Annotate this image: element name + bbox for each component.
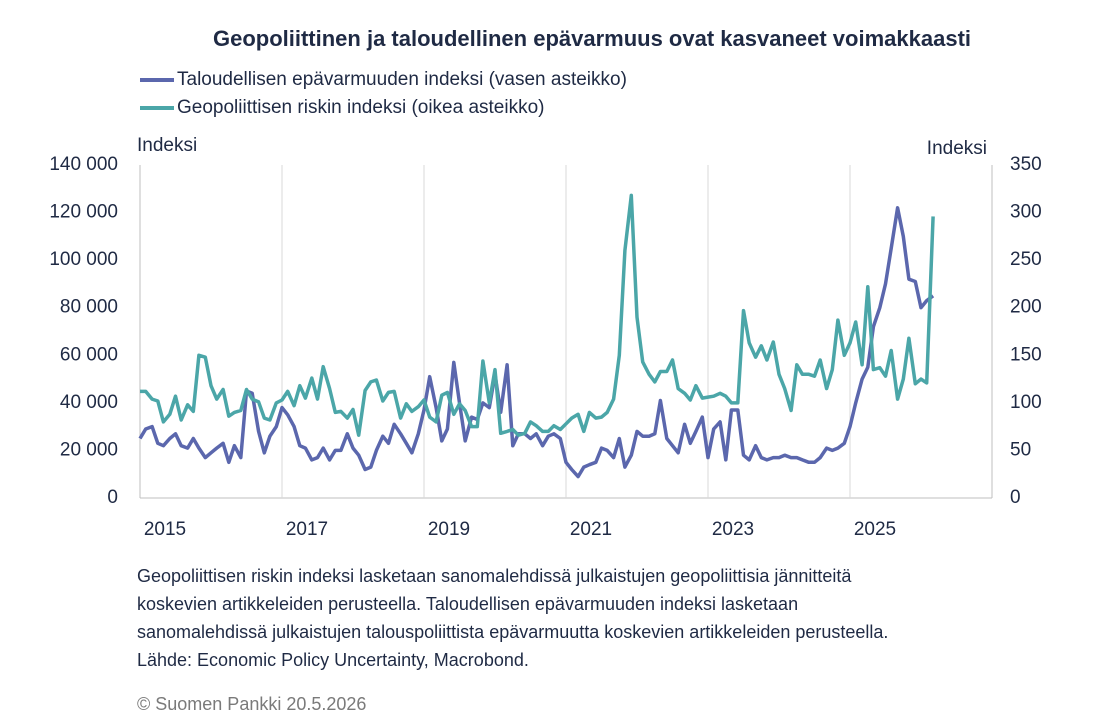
y-tick-label: 20 000 bbox=[60, 439, 118, 460]
note: Lähde: Economic Policy Uncertainty, Macr… bbox=[137, 650, 529, 670]
data-line bbox=[138, 206, 935, 479]
x-tick-label: 2019 bbox=[428, 519, 470, 540]
y2-tick-label: 100 bbox=[1010, 392, 1042, 413]
y2-tick-label: 200 bbox=[1010, 297, 1042, 318]
y-tick-label: 40 000 bbox=[60, 392, 118, 413]
copyright: © Suomen Pankki 20.5.2026 bbox=[137, 694, 366, 714]
y2-tick-label: 150 bbox=[1010, 344, 1042, 365]
y-tick-label: 140 000 bbox=[49, 154, 118, 175]
y2-tick-label: 50 bbox=[1010, 439, 1031, 460]
y-tick-label: 80 000 bbox=[60, 297, 118, 318]
x-tick-label: 2015 bbox=[144, 519, 186, 540]
y2-axis-label: Indeksi bbox=[927, 138, 987, 159]
chart-title: Geopoliittinen ja taloudellinen epävarmu… bbox=[213, 26, 971, 51]
legend-label: Taloudellisen epävarmuuden indeksi (vase… bbox=[177, 69, 627, 90]
x-tick-label: 2023 bbox=[712, 519, 754, 540]
y-axis-label: Indeksi bbox=[137, 135, 197, 156]
y-tick-label: 100 000 bbox=[49, 249, 118, 270]
x-tick-label: 2017 bbox=[286, 519, 328, 540]
note: koskevien artikkeleiden perusteella. Tal… bbox=[137, 594, 798, 614]
y2-tick-label: 300 bbox=[1010, 202, 1042, 223]
note: Geopoliittisen riskin indeksi lasketaan … bbox=[137, 566, 852, 586]
y2-tick-label: 0 bbox=[1010, 487, 1021, 508]
y-tick-label: 120 000 bbox=[49, 202, 118, 223]
legend-label: Geopoliittisen riskin indeksi (oikea ast… bbox=[177, 97, 545, 118]
x-tick-label: 2021 bbox=[570, 519, 612, 540]
y-tick-label: 0 bbox=[107, 487, 118, 508]
note: sanomalehdissä julkaistujen talouspoliit… bbox=[137, 622, 888, 642]
y-tick-label: 60 000 bbox=[60, 344, 118, 365]
y2-tick-label: 350 bbox=[1010, 154, 1042, 175]
x-tick-label: 2025 bbox=[854, 519, 896, 540]
data-line bbox=[140, 193, 935, 437]
y2-tick-label: 250 bbox=[1010, 249, 1042, 270]
